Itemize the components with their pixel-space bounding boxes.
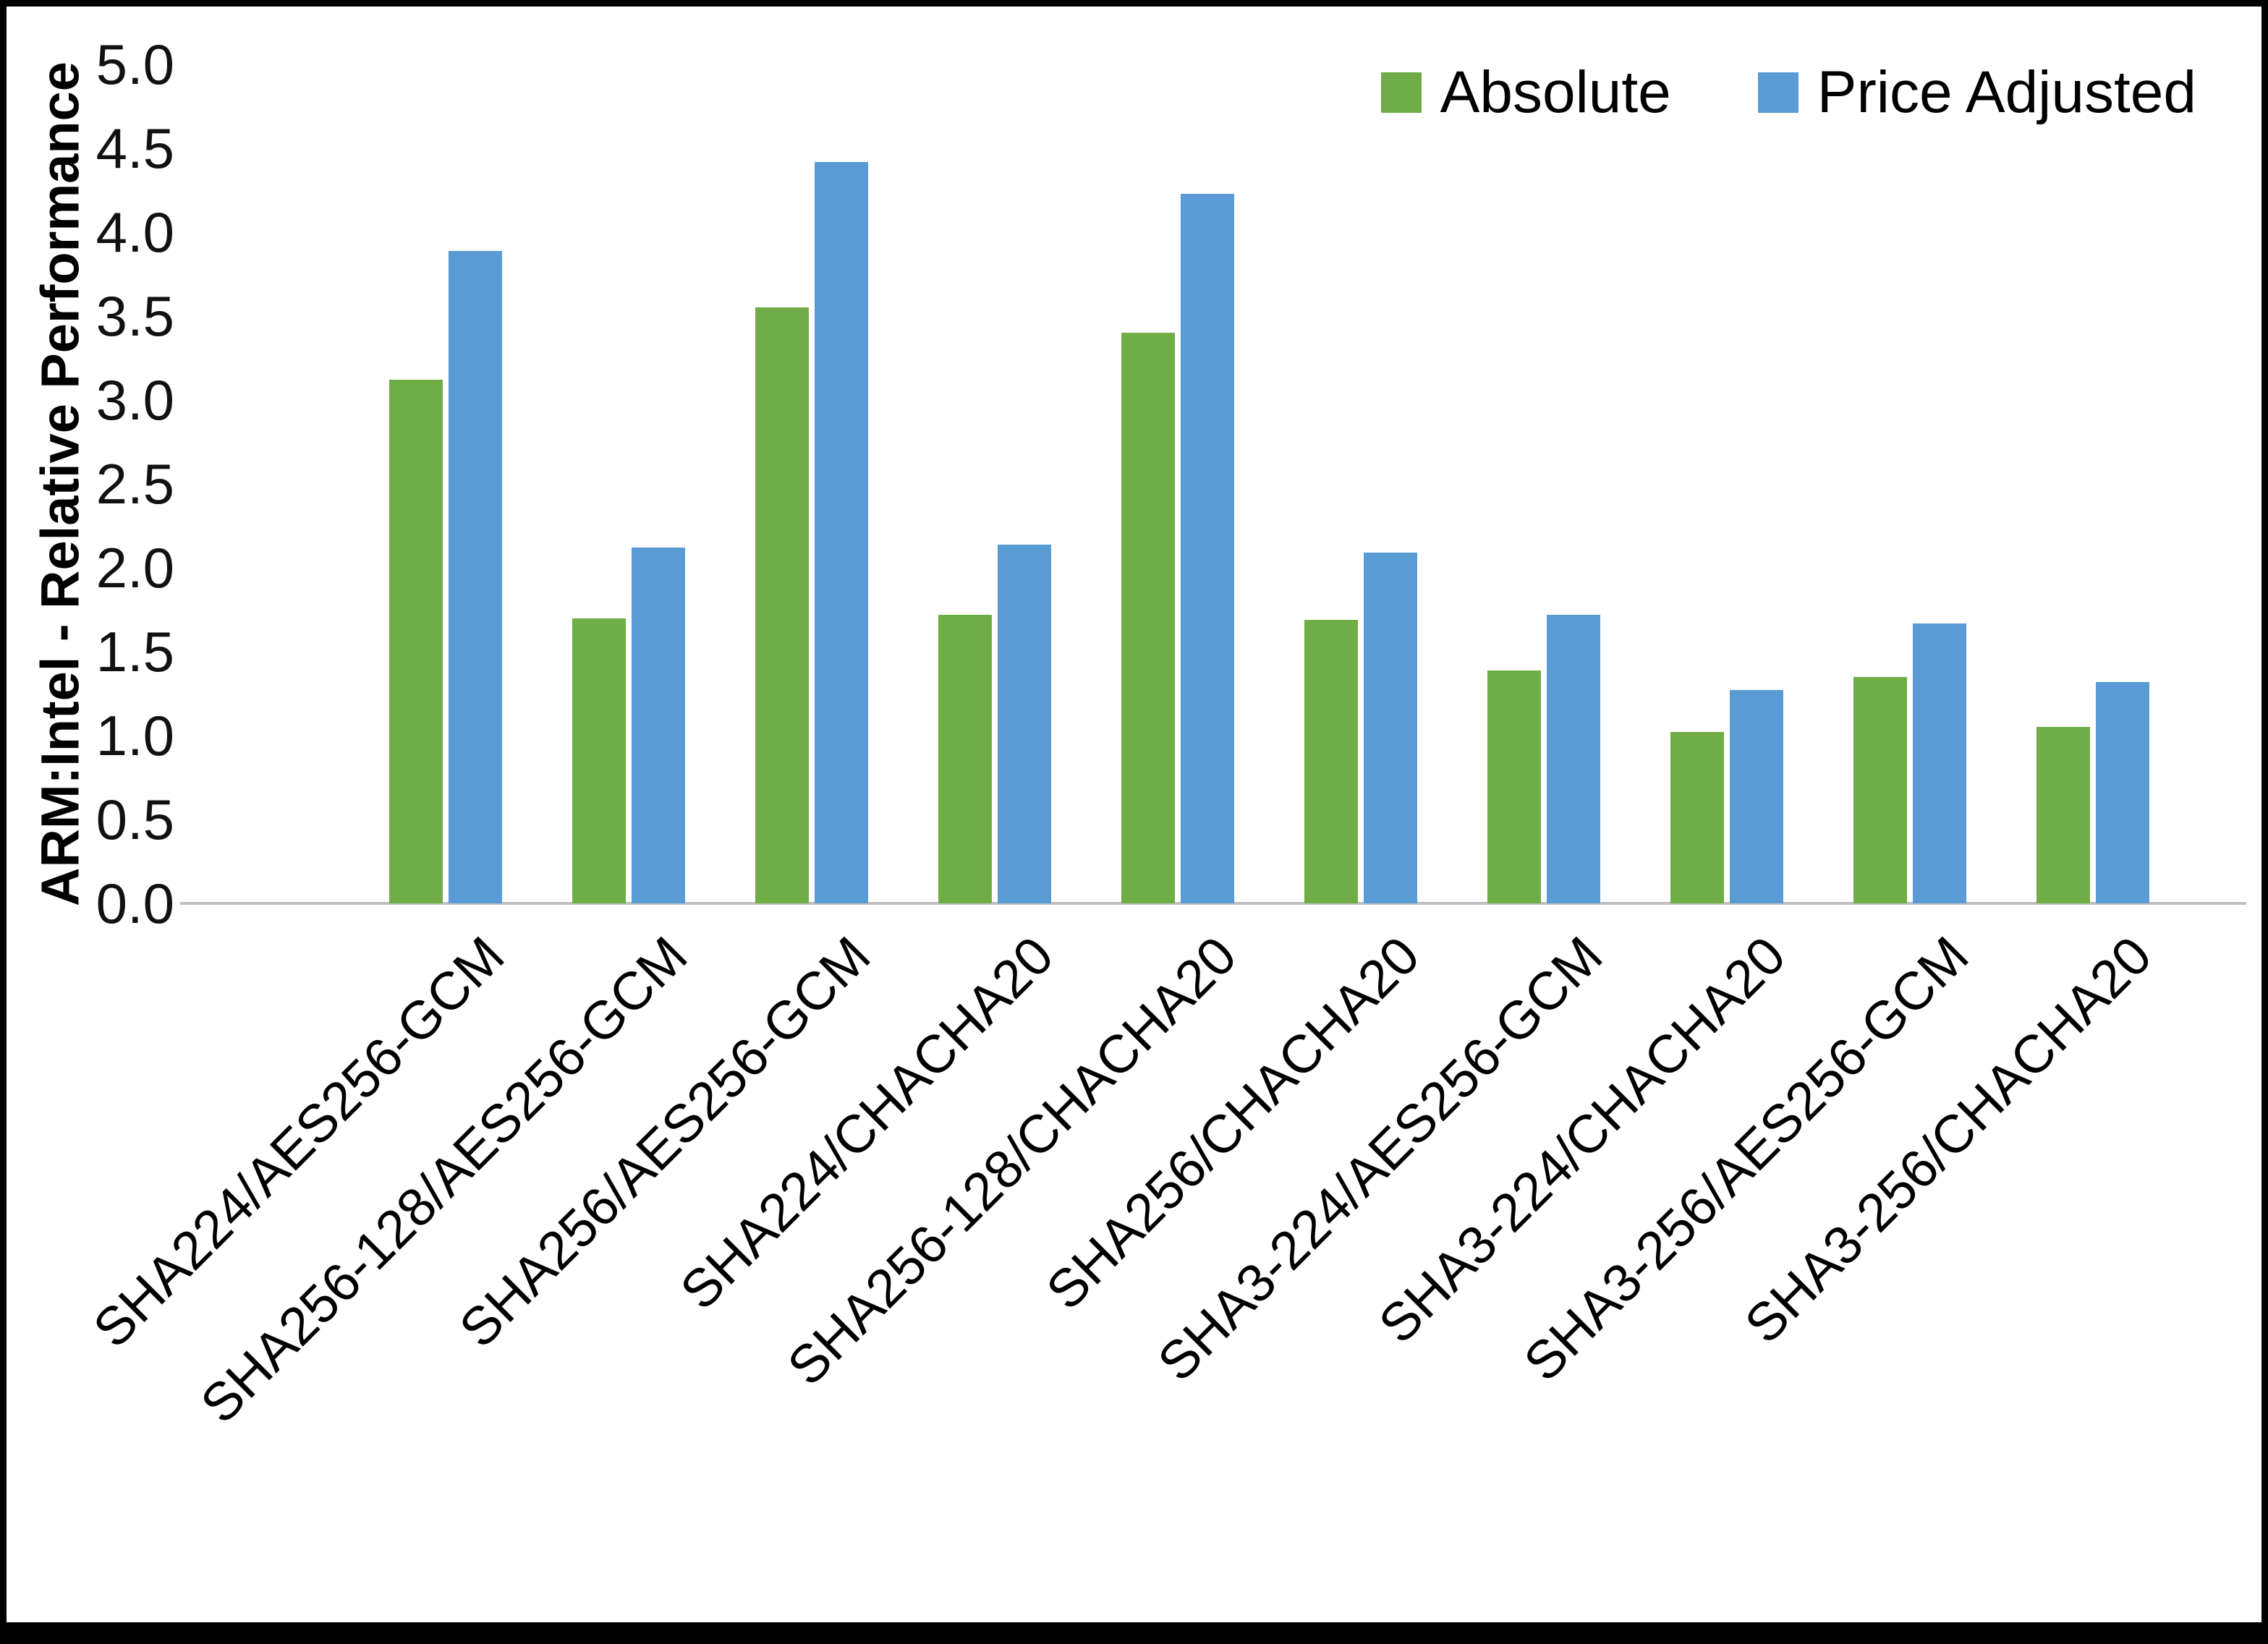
y-tick-label: 5.0 [95,33,174,96]
y-tick-label: 3.0 [95,368,174,432]
category-label: SHA256-128/AES256-GCM [188,924,699,1435]
y-tick-label: 3.5 [95,284,174,348]
bar-absolute [1670,732,1724,903]
category-label: SHA224/CHACHA20 [668,924,1065,1321]
category-label: SHA3-224/AES256-GCM [1145,924,1614,1393]
category-label: SHA3-256/AES256-GCM [1511,924,1980,1393]
y-tick-label: 4.0 [95,200,174,264]
legend-item-absolute: Absolute [1380,59,1671,125]
legend-item-price-adjusted: Price Adjusted [1757,59,2196,125]
y-tick-label: 2.5 [95,452,174,516]
y-tick-label: 1.0 [95,704,174,767]
bar-absolute [2036,727,2090,903]
bar-price-adjusted [814,161,868,903]
legend: Absolute Price Adjusted [1380,59,2196,125]
legend-swatch-icon [1757,72,1798,113]
bar-price-adjusted [448,250,502,903]
legend-label: Price Adjusted [1817,59,2196,125]
bar-price-adjusted [1729,690,1783,903]
bar-price-adjusted [1363,553,1417,903]
bar-price-adjusted [631,548,685,903]
bar-absolute [388,380,443,903]
bar-price-adjusted [997,544,1051,903]
category-label: SHA256-128/CHACHA20 [776,924,1248,1397]
bar-absolute [1304,619,1358,903]
y-tick-label: 0.5 [95,788,174,851]
category-label: SHA256/CHACHA20 [1034,924,1431,1321]
x-axis-line [180,902,2246,905]
category-label: SHA3-256/CHACHA20 [1733,924,2163,1355]
bar-absolute [1121,333,1175,903]
y-tick-label: 2.0 [95,536,174,600]
y-tick-label: 4.5 [95,116,174,180]
bar-price-adjusted [1180,193,1234,903]
bar-absolute [755,307,809,903]
bar-price-adjusted [2095,681,2149,903]
legend-label: Absolute [1440,59,1671,125]
bar-absolute [1487,670,1541,903]
bar-price-adjusted [1546,614,1600,903]
category-label: SHA256/AES256-GCM [447,924,882,1359]
y-tick-label: 0.0 [95,872,174,935]
bar-price-adjusted [1912,623,1966,903]
y-tick-label: 1.5 [95,620,174,683]
bar-absolute [938,614,992,903]
bar-absolute [1853,676,1907,903]
bar-absolute [572,618,626,903]
category-label: SHA3-224/CHACHA20 [1367,924,1797,1355]
legend-swatch-icon [1380,72,1422,113]
